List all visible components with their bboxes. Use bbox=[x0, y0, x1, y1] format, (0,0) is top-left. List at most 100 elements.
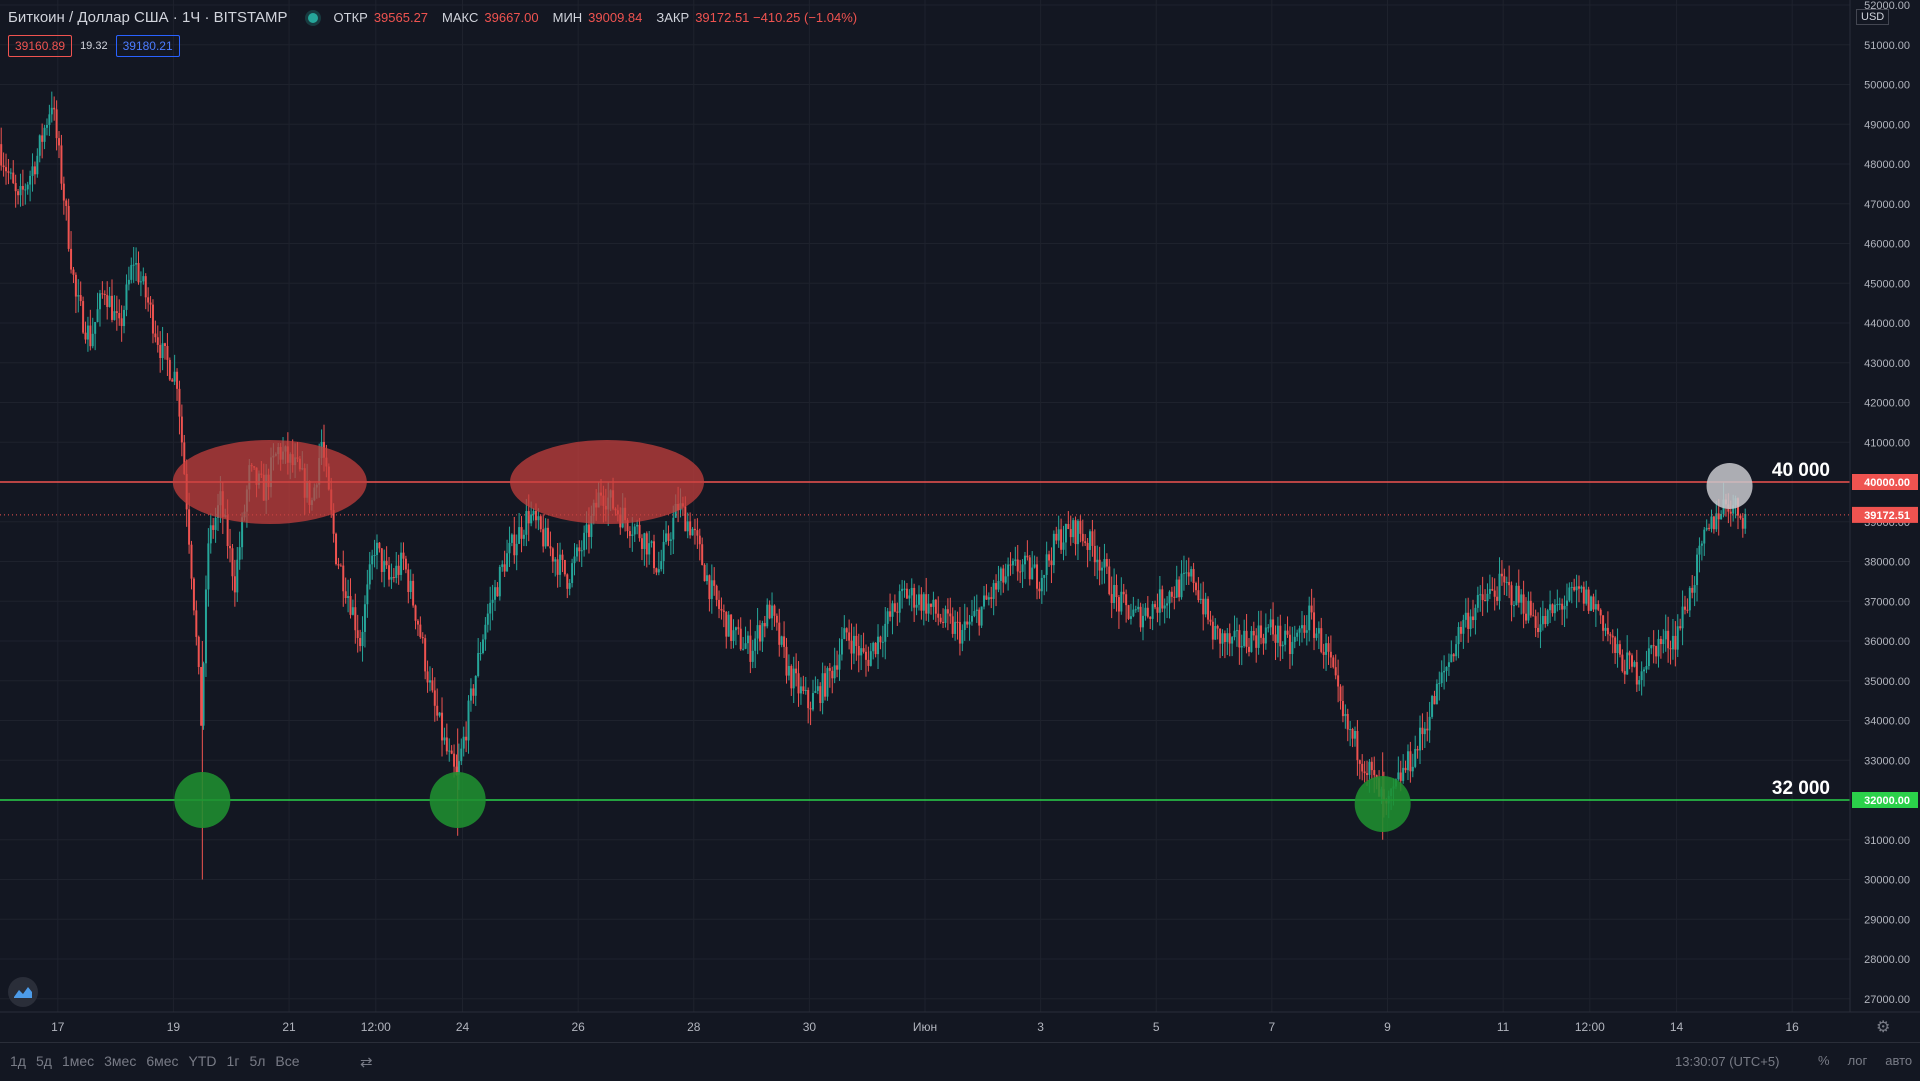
candle-body bbox=[5, 167, 8, 172]
level-price-tag[interactable] bbox=[1852, 792, 1918, 808]
candle-body bbox=[395, 565, 398, 578]
candle-body bbox=[1110, 594, 1113, 603]
candle-body bbox=[662, 541, 665, 562]
candle-body bbox=[1363, 771, 1366, 774]
candle-body bbox=[643, 533, 646, 549]
candle-body bbox=[549, 546, 552, 549]
candle-body bbox=[1247, 646, 1250, 652]
candle-body bbox=[484, 624, 487, 640]
candle-body bbox=[36, 155, 39, 175]
candle-body bbox=[978, 609, 981, 626]
candle-body bbox=[1399, 772, 1402, 781]
candle-body bbox=[1674, 635, 1677, 650]
candle-body bbox=[787, 666, 790, 676]
candle-body bbox=[1464, 612, 1467, 620]
candle-body bbox=[460, 748, 463, 762]
candle-body bbox=[1662, 639, 1665, 645]
candle-body bbox=[12, 172, 15, 184]
candle-body bbox=[775, 615, 778, 623]
price-tick-label: 31000.00 bbox=[1864, 835, 1910, 847]
ask-price[interactable]: 39180.21 bbox=[115, 35, 180, 57]
candle-body bbox=[1729, 511, 1732, 514]
candle-body bbox=[669, 539, 672, 541]
percent-toggle[interactable]: % bbox=[1818, 1053, 1830, 1068]
range-ytd[interactable]: YTD bbox=[188, 1053, 217, 1069]
candle-body bbox=[1498, 573, 1501, 601]
candle-body bbox=[1154, 604, 1157, 608]
calendar-icon[interactable]: ⇄ bbox=[360, 1054, 373, 1071]
candle-body bbox=[1139, 606, 1142, 628]
logo-mark-icon bbox=[14, 987, 32, 998]
auto-toggle[interactable]: авто bbox=[1885, 1053, 1913, 1068]
candle-body bbox=[1409, 751, 1412, 772]
log-toggle[interactable]: лог bbox=[1847, 1053, 1868, 1068]
support-circle[interactable] bbox=[1354, 775, 1411, 832]
candle-body bbox=[1156, 607, 1159, 613]
candle-body bbox=[1611, 635, 1614, 638]
candle-body bbox=[898, 591, 901, 613]
candle-body bbox=[29, 175, 32, 185]
candle-body bbox=[212, 525, 215, 530]
candle-body bbox=[1614, 637, 1617, 653]
candle-body bbox=[628, 531, 631, 537]
last-price-tag[interactable] bbox=[1852, 506, 1918, 523]
candle-body bbox=[1011, 560, 1014, 566]
candle-body bbox=[1076, 520, 1079, 545]
currency-badge[interactable]: USD bbox=[1856, 9, 1890, 25]
support-circle[interactable] bbox=[174, 772, 231, 828]
candle-body bbox=[144, 276, 147, 298]
candle-body bbox=[1679, 626, 1682, 629]
candle-body bbox=[809, 708, 812, 710]
support-circle[interactable] bbox=[429, 772, 486, 828]
clock-readout[interactable]: 13:30:07 (UTC+5) bbox=[1675, 1054, 1780, 1069]
candle-body bbox=[869, 651, 872, 666]
tradingview-logo-icon[interactable] bbox=[8, 977, 38, 1007]
candle-body bbox=[1038, 588, 1041, 592]
range-1d[interactable]: 1д bbox=[10, 1053, 26, 1069]
bid-price[interactable]: 39160.89 bbox=[8, 35, 73, 57]
candle-body bbox=[159, 344, 162, 359]
price-tick-label: 43000.00 bbox=[1864, 358, 1910, 370]
candle-body bbox=[650, 541, 653, 544]
resistance-ellipse[interactable] bbox=[510, 440, 705, 524]
drawn-shapes[interactable] bbox=[172, 440, 1753, 832]
candle-body bbox=[1397, 772, 1400, 780]
candle-body bbox=[498, 566, 501, 597]
candle-body bbox=[1556, 604, 1559, 606]
resistance-ellipse[interactable] bbox=[172, 440, 367, 524]
time-scale[interactable]: 17 19 21 12:00 24 26 28 30 Июн 3 5 7 9 11 12:00 14 16 bbox=[0, 1011, 1920, 1042]
range-5d[interactable]: 5д bbox=[35, 1053, 52, 1069]
current-marker-circle[interactable] bbox=[1706, 463, 1753, 509]
candle-body bbox=[1197, 590, 1200, 601]
range-1m[interactable]: 1мес bbox=[61, 1053, 95, 1069]
candle-body bbox=[1327, 643, 1330, 652]
candle-body bbox=[1590, 596, 1593, 611]
candle-body bbox=[568, 583, 571, 589]
candle-body bbox=[1683, 606, 1686, 610]
last-price-tag-text: 39172.51 bbox=[1864, 510, 1910, 522]
candle-body bbox=[1349, 729, 1352, 731]
candle-body bbox=[79, 295, 82, 302]
candle-body bbox=[1522, 594, 1525, 614]
candle-body bbox=[491, 599, 494, 603]
candle-body bbox=[469, 688, 472, 701]
candle-body bbox=[419, 624, 422, 638]
candle-body bbox=[414, 605, 417, 621]
symbol-title[interactable]: Биткоин / Доллар США · 1Ч · BITSTAMP bbox=[8, 9, 288, 26]
settings-gear-icon[interactable]: ⚙ bbox=[1876, 1019, 1891, 1036]
time-scale-bg bbox=[0, 1012, 1920, 1042]
candle-body bbox=[426, 671, 429, 683]
candle-body bbox=[1028, 557, 1031, 580]
range-3m[interactable]: 3мес bbox=[104, 1053, 137, 1069]
candle-body bbox=[513, 534, 516, 556]
price-scale[interactable]: 52000.0051000.0050000.0049000.0048000.00… bbox=[1849, 0, 1920, 1012]
range-5y[interactable]: 5л bbox=[249, 1053, 266, 1069]
range-all[interactable]: Все bbox=[275, 1053, 300, 1069]
level-price-tag[interactable] bbox=[1852, 474, 1918, 490]
candle-body bbox=[727, 614, 730, 637]
range-1y[interactable]: 1г bbox=[226, 1053, 240, 1069]
range-6m[interactable]: 6мес bbox=[146, 1053, 179, 1069]
candle-body bbox=[833, 665, 836, 679]
